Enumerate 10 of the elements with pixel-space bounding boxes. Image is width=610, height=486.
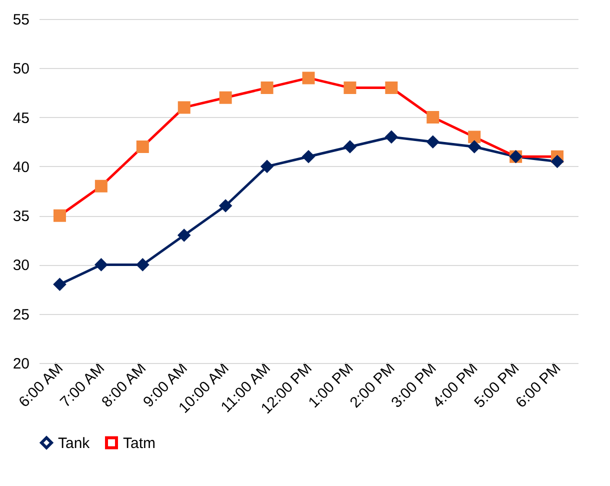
- y-tick-label: 35: [12, 208, 30, 226]
- y-tick-label: 20: [12, 356, 30, 372]
- y-tick-label: 25: [12, 306, 30, 324]
- y-tick-label: 30: [12, 257, 30, 274]
- legend-label: Tank: [58, 434, 90, 452]
- y-tick-label: 55: [12, 12, 30, 28]
- y-tick-label: 45: [12, 110, 30, 127]
- y-tick-label: 40: [12, 158, 30, 176]
- legend-label: Tatm: [123, 434, 156, 452]
- y-tick-label: 50: [12, 60, 30, 78]
